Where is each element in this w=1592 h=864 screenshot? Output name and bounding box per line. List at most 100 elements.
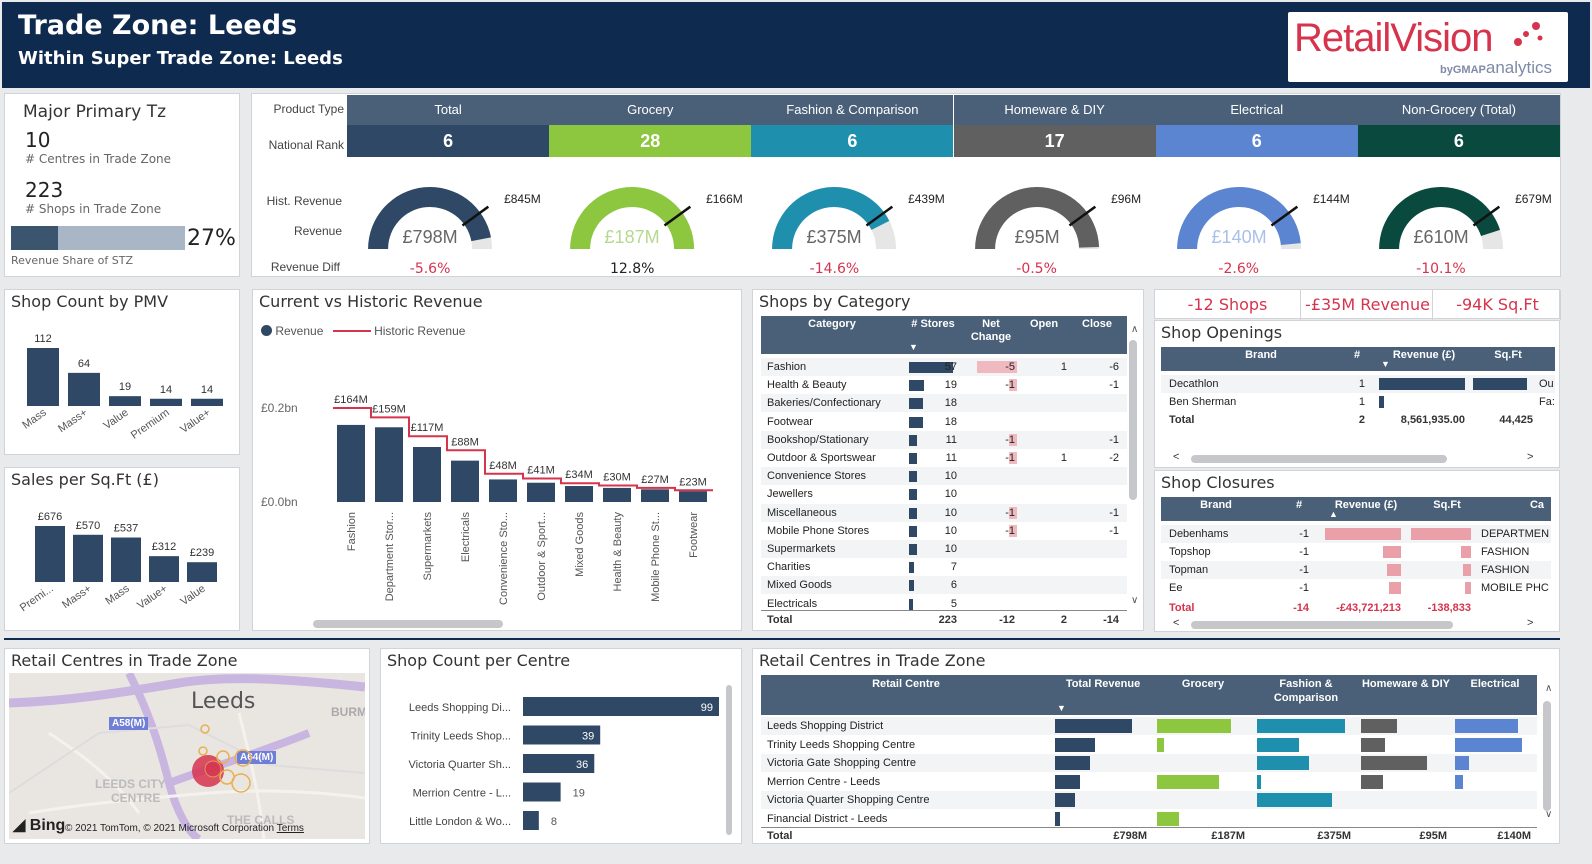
revenue-bar[interactable] [451, 460, 479, 502]
table-row[interactable]: Ben Sherman 1 Fa: [1161, 393, 1555, 411]
bar[interactable] [523, 754, 595, 773]
revenue-bar[interactable] [413, 447, 441, 502]
table-row[interactable]: Mobile Phone Stores 10 -1 -1 [761, 521, 1127, 540]
table-row[interactable]: Jewellers 10 [761, 485, 1127, 504]
table-row[interactable]: Bookshop/Stationary 11 -1 -1 [761, 430, 1127, 449]
table-row[interactable]: Bakeries/Confectionary 18 [761, 394, 1127, 413]
vertical-scrollbar[interactable] [1129, 340, 1137, 500]
table-row[interactable]: Mixed Goods 6 [761, 576, 1127, 595]
column-header[interactable]: Total Revenue [1065, 678, 1141, 690]
column-header[interactable]: Brand [1245, 349, 1277, 361]
category-header[interactable]: Non-Grocery (Total) [1357, 95, 1560, 125]
column-header[interactable]: Grocery [1181, 678, 1225, 690]
column-header[interactable]: # [1295, 499, 1303, 511]
category-header[interactable]: Electrical [1155, 95, 1358, 125]
table-row[interactable]: Fashion 57 -5 1 -6 [761, 358, 1127, 376]
bar[interactable] [73, 534, 103, 582]
bar[interactable] [111, 537, 141, 582]
retail-centres-table[interactable]: Retail Centre Total Revenue Grocery Fashion… [761, 675, 1537, 842]
revenue-bar[interactable] [375, 427, 403, 502]
sort-desc-icon[interactable]: ▼ [909, 342, 918, 352]
bar[interactable] [523, 725, 601, 745]
table-row[interactable]: Victoria Gate Shopping Centre [761, 754, 1537, 772]
sort-desc-icon[interactable]: ▼ [1381, 359, 1390, 369]
column-header[interactable]: Brand [1200, 499, 1232, 511]
scroll-left-icon[interactable]: < [1173, 617, 1180, 629]
table-row[interactable]: Miscellaneous 10 -1 -1 [761, 503, 1127, 522]
column-header[interactable]: # Stores [911, 318, 955, 330]
vertical-scrollbar[interactable] [1543, 701, 1551, 811]
bar[interactable] [68, 372, 100, 406]
shops-by-category-table[interactable]: Category # Stores Net Change Open Close ▼ Fash… [761, 316, 1127, 628]
scroll-right-icon[interactable]: > [1527, 451, 1534, 463]
horizontal-scrollbar[interactable] [1191, 621, 1453, 629]
sort-desc-icon[interactable]: ▼ [1057, 703, 1066, 713]
bar[interactable] [150, 398, 182, 406]
revenue-bar[interactable] [603, 487, 631, 502]
column-header[interactable]: Fashion & Comparison [1273, 678, 1339, 704]
revenue-bar[interactable] [679, 491, 707, 502]
bar[interactable] [523, 782, 561, 802]
revenue-bar[interactable] [565, 486, 593, 502]
column-header[interactable]: Net Change [970, 318, 1012, 343]
shop-openings-table[interactable]: Brand # Revenue (£) Sq.Ft ▼ Decathlon 1 Ou Ben S… [1161, 347, 1555, 447]
scroll-down-icon[interactable]: ∨ [1131, 595, 1139, 606]
category-header[interactable]: Total [347, 95, 550, 125]
scroll-up-icon[interactable]: ∧ [1131, 324, 1139, 335]
column-header[interactable]: Revenue (£) [1392, 349, 1456, 361]
sort-asc-icon[interactable]: ▲ [1329, 509, 1338, 519]
table-row[interactable]: Trinity Leeds Shopping Centre [761, 735, 1537, 754]
table-row[interactable]: Financial District - Leeds [761, 809, 1537, 828]
bar[interactable] [27, 348, 59, 406]
scroll-right-icon[interactable]: > [1527, 617, 1534, 629]
category-header[interactable]: Grocery [549, 95, 752, 125]
horizontal-scrollbar[interactable] [1191, 455, 1447, 463]
horizontal-scrollbar[interactable] [313, 620, 503, 628]
scroll-up-icon[interactable]: ∧ [1545, 683, 1553, 694]
revenue-bar[interactable] [527, 482, 555, 502]
bar[interactable] [191, 398, 223, 406]
table-row[interactable]: Topman -1 FASHION [1161, 561, 1551, 579]
table-row[interactable]: Ee -1 MOBILE PHC [1161, 579, 1551, 597]
table-row[interactable]: Victoria Quarter Shopping Centre [761, 791, 1537, 809]
table-row[interactable]: Footwear 18 [761, 412, 1127, 431]
scroll-left-icon[interactable]: < [1173, 451, 1180, 463]
table-row[interactable]: Debenhams -1 DEPARTMEN [1161, 525, 1551, 543]
bar[interactable] [523, 811, 539, 830]
column-header[interactable]: Category [808, 318, 856, 330]
map-centre-markers[interactable] [9, 673, 365, 839]
bar[interactable] [109, 396, 141, 406]
vertical-scrollbar[interactable] [726, 685, 732, 835]
column-header[interactable]: Ca [1529, 499, 1545, 511]
column-header[interactable]: # [1353, 349, 1361, 361]
column-header[interactable]: Electrical [1470, 678, 1520, 690]
column-header[interactable]: Retail Centre [872, 678, 940, 690]
revenue-bar[interactable] [641, 489, 669, 502]
bar[interactable] [149, 556, 179, 582]
column-header[interactable]: Homeware & DIY [1361, 678, 1451, 690]
table-row[interactable]: Decathlon 1 Ou [1161, 375, 1555, 393]
bar[interactable] [187, 562, 217, 582]
table-row[interactable]: Topshop -1 FASHION [1161, 543, 1551, 561]
bar[interactable] [35, 526, 65, 582]
revenue-bar[interactable] [489, 479, 517, 502]
table-row[interactable]: Supermarkets 10 [761, 540, 1127, 558]
column-header[interactable]: Close [1082, 318, 1112, 330]
table-row[interactable]: Charities 7 [761, 558, 1127, 577]
table-row[interactable]: Outdoor & Sportswear 11 -1 1 -2 [761, 449, 1127, 467]
table-row[interactable]: Health & Beauty 19 -1 -1 [761, 376, 1127, 395]
table-row[interactable]: Electricals 5 [761, 594, 1127, 613]
terms-link[interactable]: Terms [276, 823, 304, 834]
table-row[interactable]: Leeds Shopping District [761, 717, 1537, 735]
map-view[interactable]: Leeds A58(M) A64(M) LEEDS CITY CENTRE TH… [9, 673, 365, 839]
bar[interactable] [523, 697, 719, 716]
category-header[interactable]: Fashion & Comparison [751, 95, 954, 125]
table-row[interactable]: Convenience Stores 10 [761, 467, 1127, 486]
shop-closures-table[interactable]: Brand # Revenue (£) Sq.Ft Ca ▲ Debenhams -1 DEPA… [1161, 497, 1551, 617]
column-header[interactable]: Revenue (£) [1334, 499, 1398, 511]
revenue-bar[interactable] [337, 424, 365, 502]
column-header[interactable]: Sq.Ft [1433, 499, 1461, 511]
column-header[interactable]: Sq.Ft [1494, 349, 1522, 361]
scroll-down-icon[interactable]: ∨ [1545, 809, 1553, 820]
table-row[interactable]: Merrion Centre - Leeds [761, 772, 1537, 791]
